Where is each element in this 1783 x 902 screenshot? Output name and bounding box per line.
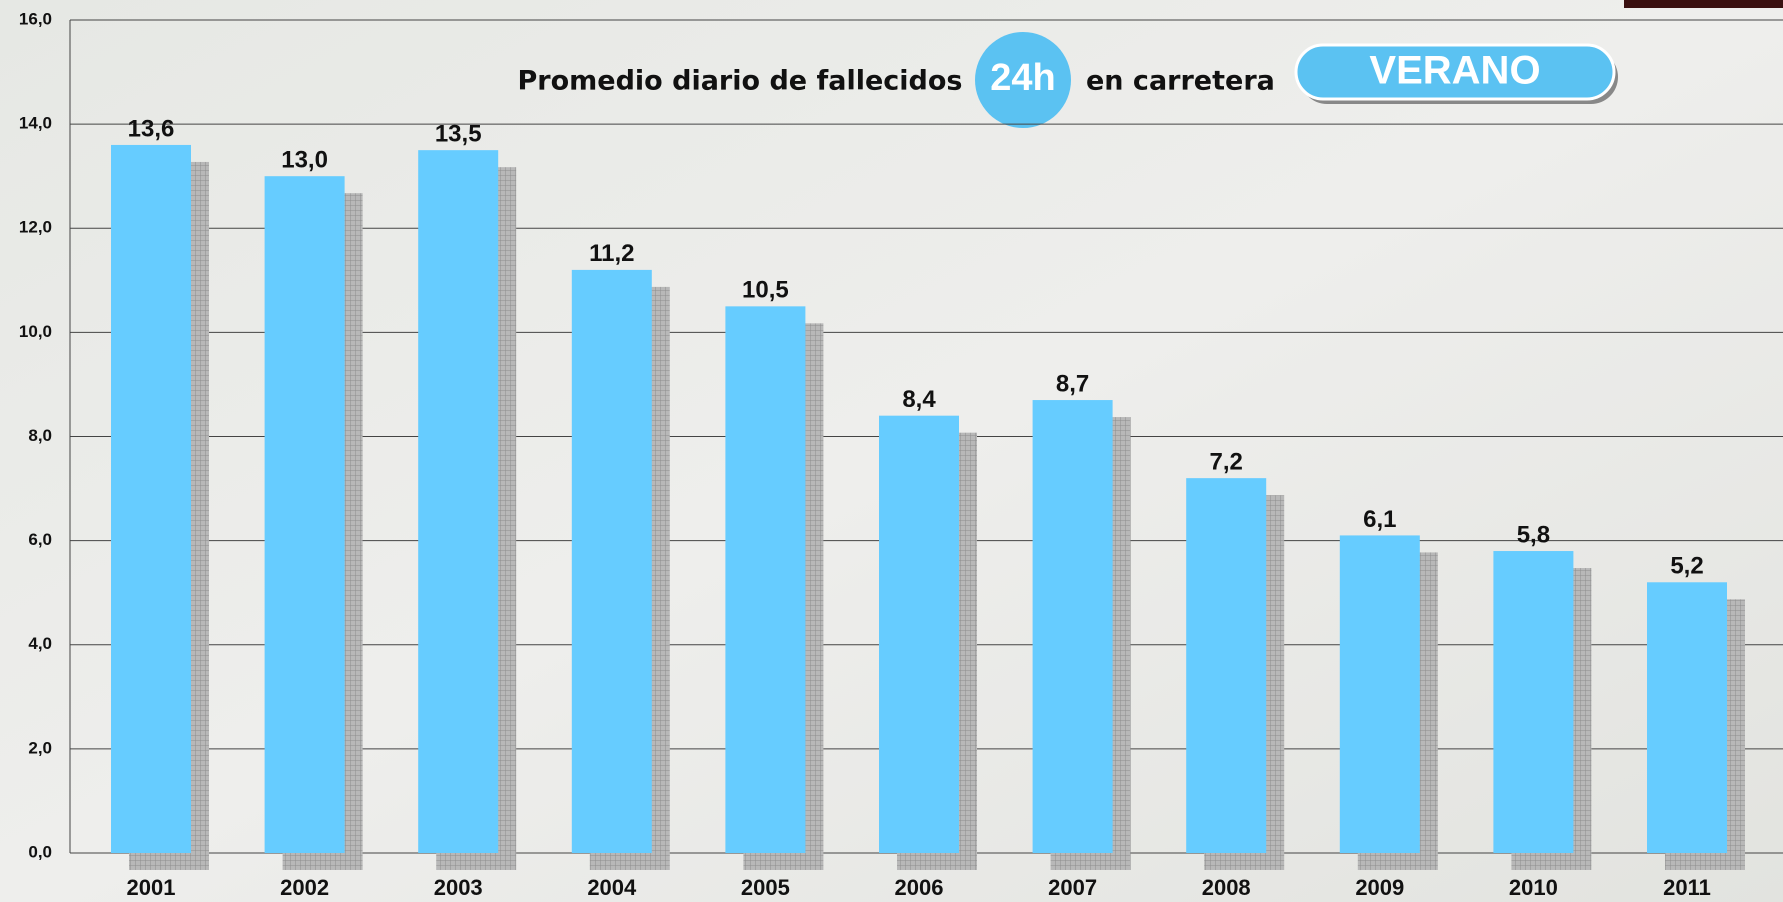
bar xyxy=(1493,551,1573,853)
value-label: 6,1 xyxy=(1363,506,1396,533)
bar xyxy=(572,270,652,853)
bar xyxy=(111,145,191,853)
bar xyxy=(1186,478,1266,853)
y-tick-label: 8,0 xyxy=(28,426,52,445)
y-tick-label: 16,0 xyxy=(19,9,52,28)
x-tick-label: 2002 xyxy=(280,875,329,900)
x-tick-label: 2005 xyxy=(741,875,790,900)
value-label: 13,0 xyxy=(281,147,328,174)
x-tick-label: 2009 xyxy=(1355,875,1404,900)
value-label: 11,2 xyxy=(589,240,634,267)
bar xyxy=(418,150,498,853)
value-label: 7,2 xyxy=(1210,448,1243,475)
chart-title: Promedio diario de fallecidos xyxy=(518,66,963,97)
bar xyxy=(1033,400,1113,853)
chart: Promedio diario de fallecidos 24h en car… xyxy=(0,0,1783,902)
bar xyxy=(879,416,959,853)
bar xyxy=(265,176,345,853)
page: {"chart_data": {"type": "bar", "title": … xyxy=(0,0,1783,902)
x-tick-label: 2011 xyxy=(1663,875,1711,900)
x-tick-label: 2003 xyxy=(434,875,483,900)
y-tick-label: 2,0 xyxy=(28,738,52,757)
y-tick-label: 4,0 xyxy=(28,634,52,653)
x-tick-label: 2007 xyxy=(1048,875,1097,900)
y-tick-label: 10,0 xyxy=(19,322,52,341)
season-label: VERANO xyxy=(1369,49,1540,93)
value-label: 8,7 xyxy=(1056,370,1089,397)
x-tick-label: 2008 xyxy=(1202,875,1251,900)
badge: 24h xyxy=(990,57,1055,99)
value-label: 5,2 xyxy=(1670,553,1703,580)
x-tick-label: 2010 xyxy=(1509,875,1558,900)
bar xyxy=(1647,582,1727,853)
title-suffix: en carretera xyxy=(1086,66,1275,97)
y-tick-label: 14,0 xyxy=(19,114,52,133)
value-label: 5,8 xyxy=(1517,521,1550,548)
value-label: 8,4 xyxy=(902,386,936,413)
corner-block xyxy=(1624,0,1783,8)
x-tick-label: 2004 xyxy=(587,875,637,900)
value-label: 13,6 xyxy=(128,115,175,142)
y-tick-label: 6,0 xyxy=(28,530,52,549)
bar xyxy=(1340,535,1420,853)
x-tick-label: 2006 xyxy=(895,875,944,900)
value-label: 13,5 xyxy=(435,121,482,148)
value-label: 10,5 xyxy=(742,277,789,304)
y-tick-label: 12,0 xyxy=(19,218,52,237)
x-tick-label: 2001 xyxy=(127,875,176,900)
y-tick-label: 0,0 xyxy=(28,842,52,861)
bar xyxy=(725,306,805,853)
